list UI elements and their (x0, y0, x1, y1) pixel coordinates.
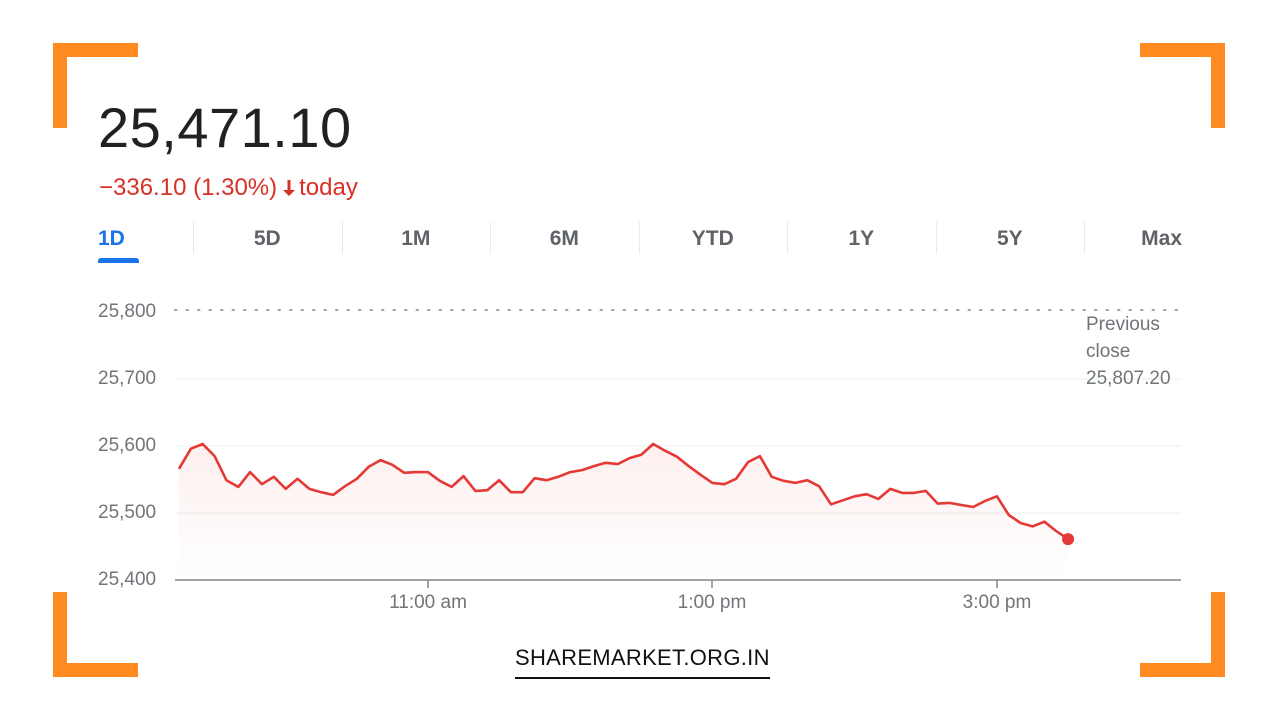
tab-label: 1Y (848, 227, 875, 250)
x-tick-label: 3:00 pm (962, 592, 1032, 613)
price-change: −336.10 (1.30%) today (99, 172, 358, 204)
y-tick-label: 25,700 (98, 368, 157, 389)
active-tab-indicator (98, 258, 139, 263)
y-tick-label: 25,800 (98, 301, 157, 322)
arrow-down-icon (281, 172, 297, 204)
last-price-dot (1062, 533, 1075, 546)
change-value: −336.10 (1.30%) (99, 174, 278, 201)
tab-label: 1M (401, 227, 431, 250)
corner-bracket-top-left (53, 43, 138, 128)
previous-close-label: Previous close 25,807.20 (1086, 311, 1171, 392)
period-label: today (299, 174, 358, 201)
current-price: 25,471.10 (98, 96, 352, 159)
tab-label: 5Y (996, 227, 1023, 250)
tab-5y[interactable]: 5Y (935, 222, 1085, 264)
y-tick-label: 25,400 (98, 569, 157, 590)
tab-label: 6M (549, 227, 579, 250)
previous-close-value: 25,807.20 (1086, 368, 1171, 389)
x-tick-label: 11:00 am (389, 592, 467, 613)
range-tabs: 1D 5D 1M 6M YTD 1Y 5Y Max (98, 222, 1182, 264)
tab-6m[interactable]: 6M (490, 222, 639, 264)
tab-5d[interactable]: 5D (193, 222, 342, 264)
tab-1m[interactable]: 1M (341, 222, 491, 264)
x-tick-label: 1:00 pm (677, 592, 747, 613)
tab-ytd[interactable]: YTD (638, 222, 788, 264)
corner-bracket-bottom-left (53, 592, 138, 677)
tab-label: Max (1141, 227, 1183, 250)
x-ticks (427, 580, 998, 588)
corner-bracket-bottom-right (1140, 592, 1225, 677)
tab-1d[interactable]: 1D (98, 222, 193, 264)
brand-watermark: SHAREMARKET.ORG.IN (515, 645, 770, 679)
tab-max[interactable]: Max (1084, 222, 1182, 264)
tab-label: 1D (98, 227, 125, 250)
line-area-fill (179, 444, 1069, 580)
price-line (177, 442, 1069, 541)
tab-label: YTD (691, 227, 734, 250)
previous-close-line1: Previous (1086, 314, 1160, 335)
y-tick-label: 25,600 (98, 435, 157, 456)
previous-close-line2: close (1086, 341, 1131, 362)
tab-1y[interactable]: 1Y (787, 222, 936, 264)
corner-bracket-top-right (1140, 43, 1225, 128)
y-tick-label: 25,500 (98, 502, 157, 523)
tab-label: 5D (253, 227, 281, 250)
